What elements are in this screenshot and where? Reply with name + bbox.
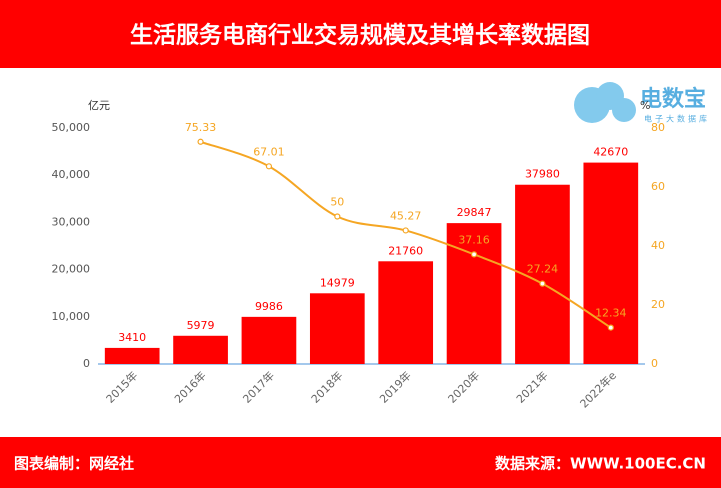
header-band bbox=[0, 0, 721, 68]
chart-title: 生活服务电商行业交易规模及其增长率数据图 bbox=[130, 22, 590, 49]
bar bbox=[241, 316, 297, 364]
y2-tick-label: 60 bbox=[651, 180, 665, 193]
x-tick-label: 2017年 bbox=[240, 368, 277, 405]
y-tick-label: 40,000 bbox=[52, 168, 91, 181]
bar bbox=[309, 293, 365, 364]
bar-value-label: 29847 bbox=[457, 206, 492, 219]
line-point bbox=[197, 138, 204, 145]
line-point bbox=[402, 227, 409, 234]
x-tick-label: 2020年 bbox=[445, 368, 482, 405]
y-axis-label: 亿元 bbox=[88, 99, 110, 112]
bar-value-label: 42670 bbox=[593, 146, 628, 159]
logo-cloud bbox=[612, 98, 636, 122]
bar-value-label: 21760 bbox=[388, 244, 423, 257]
x-tick-label: 2015年 bbox=[103, 368, 140, 405]
logo-text: 电数宝 bbox=[640, 86, 706, 112]
bar bbox=[173, 335, 228, 364]
line-value-label: 27.24 bbox=[527, 263, 559, 276]
bar-value-label: 3410 bbox=[118, 331, 146, 344]
line-value-label: 37.16 bbox=[458, 233, 490, 246]
line-point bbox=[539, 280, 546, 287]
y2-tick-label: 80 bbox=[651, 121, 665, 134]
bar-value-label: 37980 bbox=[525, 168, 560, 181]
y2-tick-label: 40 bbox=[651, 239, 665, 252]
x-tick-label: 2019年 bbox=[376, 368, 413, 405]
footer-band bbox=[0, 437, 721, 488]
y2-tick-label: 0 bbox=[651, 357, 658, 370]
line-point bbox=[470, 251, 478, 258]
y-tick-label: 10,000 bbox=[52, 310, 91, 323]
line-point bbox=[265, 163, 273, 170]
bar bbox=[583, 162, 639, 364]
x-tick-label: 2018年 bbox=[308, 368, 345, 405]
y2-tick-label: 20 bbox=[651, 298, 665, 311]
x-tick-label: 2021年 bbox=[513, 368, 550, 405]
bar bbox=[104, 347, 160, 364]
x-tick-label: 2022年e bbox=[577, 368, 619, 410]
line-point bbox=[334, 213, 341, 220]
bar-value-label: 9986 bbox=[255, 300, 283, 313]
line-value-label: 67.01 bbox=[253, 145, 285, 158]
logo-sub: 电子大数据库 bbox=[644, 114, 710, 124]
y-tick-label: 0 bbox=[83, 357, 90, 370]
footer-left: 图表编制：网经社 bbox=[14, 455, 134, 473]
bar bbox=[378, 261, 434, 364]
y-tick-label: 30,000 bbox=[52, 215, 91, 228]
y2-axis-label: % bbox=[640, 99, 650, 112]
line-value-label: 45.27 bbox=[390, 209, 422, 222]
y-tick-label: 50,000 bbox=[52, 121, 91, 134]
bar-value-label: 5979 bbox=[187, 319, 215, 332]
line-value-label: 75.33 bbox=[185, 121, 217, 134]
footer-right: 数据来源：WWW.100EC.CN bbox=[495, 455, 706, 473]
logo: 电数宝 电子大数据库 bbox=[574, 82, 710, 124]
x-tick-label: 2016年 bbox=[171, 368, 208, 405]
line-value-label: 12.34 bbox=[595, 307, 627, 320]
bar-value-label: 14979 bbox=[320, 276, 355, 289]
y-tick-label: 20,000 bbox=[52, 263, 91, 276]
line-value-label: 50 bbox=[330, 196, 344, 209]
line-point bbox=[607, 324, 614, 331]
